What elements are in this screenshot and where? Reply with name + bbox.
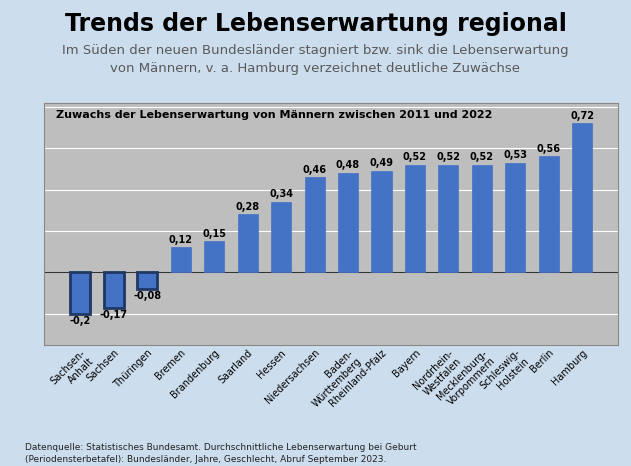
Text: Im Süden der neuen Bundesländer stagniert bzw. sink die Lebenserwartung
von Männ: Im Süden der neuen Bundesländer stagnier… — [62, 44, 569, 75]
Bar — [103, 272, 124, 308]
Text: 0,72: 0,72 — [570, 111, 594, 121]
Bar — [505, 163, 526, 272]
Text: 0,12: 0,12 — [168, 235, 192, 245]
Text: 0,52: 0,52 — [437, 152, 461, 162]
Bar — [405, 164, 425, 272]
Text: Trends der Lebenserwartung regional: Trends der Lebenserwartung regional — [64, 12, 567, 36]
Bar — [539, 157, 559, 272]
Text: 0,46: 0,46 — [302, 164, 327, 175]
Text: 0,49: 0,49 — [370, 158, 394, 168]
Bar — [472, 164, 492, 272]
Text: 0,52: 0,52 — [403, 152, 427, 162]
Bar — [305, 177, 324, 272]
Text: 0,52: 0,52 — [470, 152, 494, 162]
Bar — [271, 202, 291, 272]
Text: -0,2: -0,2 — [69, 316, 91, 326]
Text: 0,48: 0,48 — [336, 160, 360, 171]
Bar — [70, 272, 90, 314]
Text: -0,17: -0,17 — [100, 310, 127, 320]
Bar — [372, 171, 391, 272]
Text: 0,28: 0,28 — [235, 202, 260, 212]
Text: 0,53: 0,53 — [504, 150, 528, 160]
Text: -0,08: -0,08 — [133, 291, 162, 302]
Text: 0,56: 0,56 — [537, 144, 561, 154]
Bar — [572, 123, 593, 272]
Bar — [338, 173, 358, 272]
Bar — [439, 164, 459, 272]
Text: 0,15: 0,15 — [202, 229, 226, 239]
Bar — [238, 214, 257, 272]
Bar — [137, 272, 157, 289]
Text: 0,34: 0,34 — [269, 190, 293, 199]
Bar — [170, 247, 191, 272]
Text: Zuwachs der Lebenserwartung von Männern zwischen 2011 und 2022: Zuwachs der Lebenserwartung von Männern … — [56, 110, 492, 120]
Text: Datenquelle: Statistisches Bundesamt. Durchschnittliche Lebenserwartung bei Gebu: Datenquelle: Statistisches Bundesamt. Du… — [25, 443, 417, 464]
Bar — [204, 241, 224, 272]
